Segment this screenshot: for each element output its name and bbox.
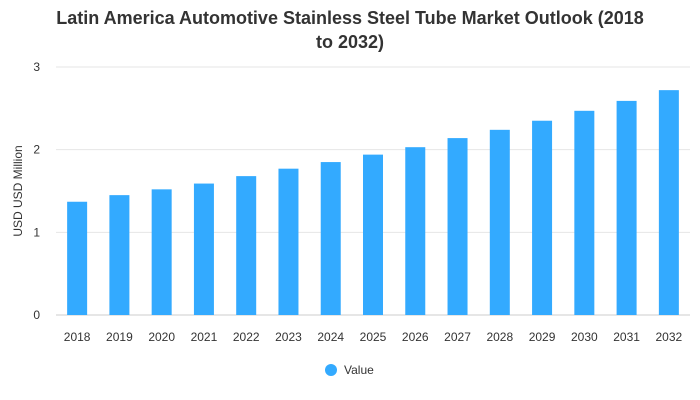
x-tick-label: 2028 [486,330,513,344]
bar-2018[interactable] [67,201,88,315]
x-tick-label: 2030 [571,330,598,344]
x-tick-label: 2031 [613,330,640,344]
chart-title-line-1: Latin America Automotive Stainless Steel… [56,8,644,28]
y-tick-label: 0 [33,308,40,322]
x-axis-ticks: 2018 2019 2020 2021 2022 2023 2024 2025 2026 2027… [64,330,683,344]
y-axis-ticks: 0 1 2 3 [33,60,40,322]
bar-2029[interactable] [532,120,553,315]
chart-title: Latin America Automotive Stainless Steel… [0,6,700,54]
bar-2020[interactable] [151,189,172,315]
x-tick-label: 2023 [275,330,302,344]
bar-2025[interactable] [363,154,383,315]
bar-2032[interactable] [658,90,679,315]
y-tick-label: 2 [33,143,40,157]
bar-2022[interactable] [236,176,257,315]
bar-2031[interactable] [616,100,637,315]
x-tick-label: 2032 [656,330,683,344]
legend-marker[interactable] [325,364,337,376]
bar-2021[interactable] [193,183,214,315]
x-tick-label: 2024 [317,330,344,344]
bar-2030[interactable] [574,110,595,316]
x-tick-label: 2029 [529,330,556,344]
x-tick-label: 2025 [360,330,387,344]
legend-label[interactable]: Value [344,363,374,377]
legend[interactable]: Value [325,363,374,377]
y-axis-title: USD USD Million [11,145,25,236]
bar-2023[interactable] [278,168,299,315]
x-tick-label: 2026 [402,330,429,344]
x-tick-label: 2027 [444,330,471,344]
bar-2019[interactable] [109,195,130,315]
bar-2026[interactable] [405,147,426,315]
y-tick-label: 1 [33,225,40,239]
bars [67,90,679,316]
bar-2028[interactable] [489,129,510,315]
x-tick-label: 2022 [233,330,260,344]
x-tick-label: 2020 [148,330,175,344]
bar-2027[interactable] [447,138,468,315]
chart-title-line-2: to 2032) [315,32,385,52]
bar-2024[interactable] [320,162,341,315]
y-tick-label: 3 [33,60,40,74]
x-tick-label: 2019 [106,330,133,344]
x-tick-label: 2021 [191,330,218,344]
x-tick-label: 2018 [64,330,91,344]
